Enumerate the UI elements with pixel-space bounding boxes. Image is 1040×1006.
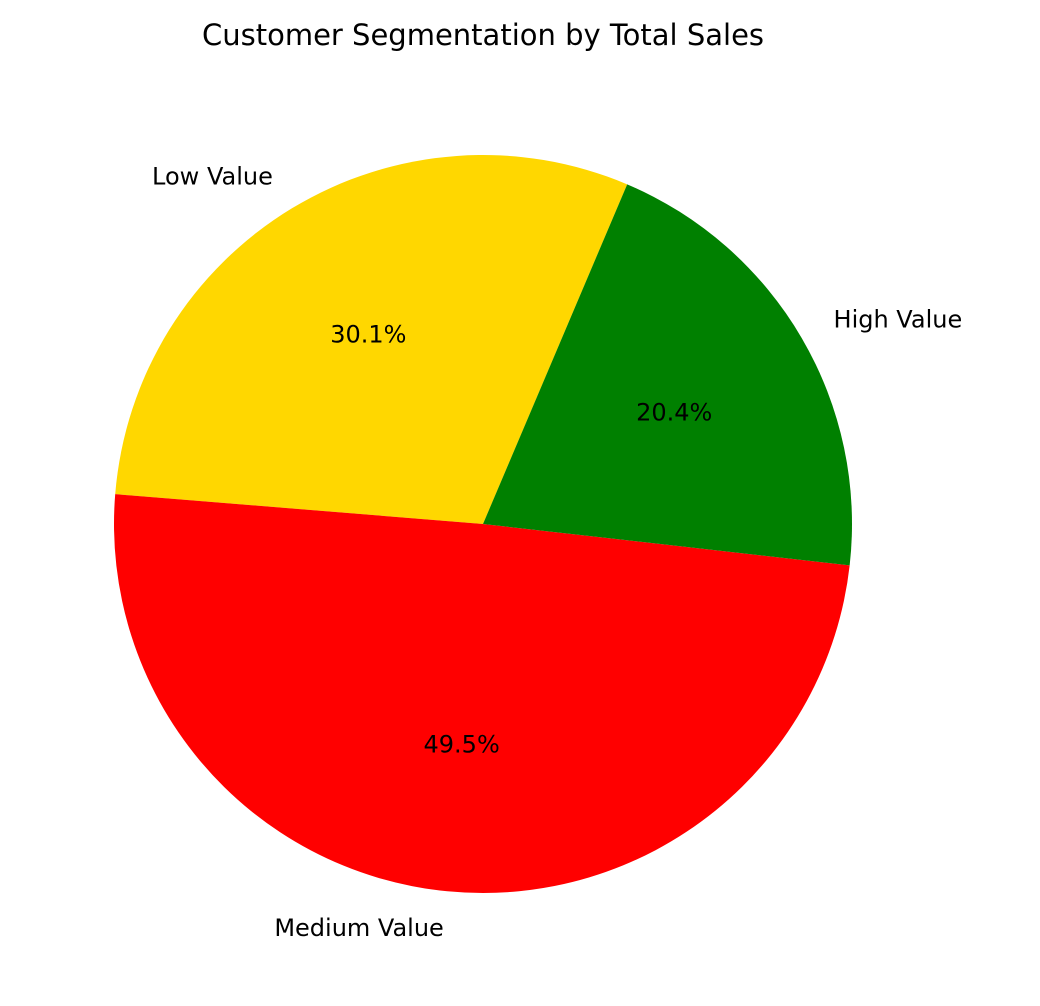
chart-title: Customer Segmentation by Total Sales [202,18,764,52]
pie-slice-low-value [115,154,628,524]
slice-percent-medium-value: 49.5% [424,730,500,758]
slice-percent-low-value: 30.1% [330,321,406,349]
slice-label-high-value: High Value [834,305,963,333]
slice-percent-high-value: 20.4% [636,398,712,426]
pie-slices [113,154,852,894]
pie-labels: Low Value 30.1% Medium Value 49.5% High Valu… [152,163,962,942]
slice-label-medium-value: Medium Value [274,914,444,942]
pie-slice-medium-value [113,494,850,894]
pie-slice-high-value [483,184,852,566]
slice-label-low-value: Low Value [152,163,273,191]
